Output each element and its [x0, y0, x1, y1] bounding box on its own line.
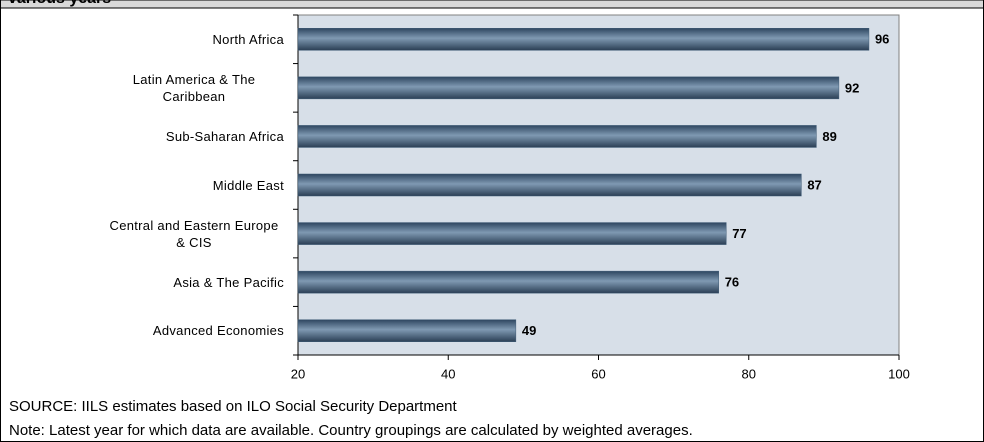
x-tick-label: 40	[441, 366, 455, 381]
category-label-box: Middle East	[64, 165, 284, 205]
y-tick-label: Middle East	[212, 177, 284, 193]
value-label: 96	[875, 32, 889, 47]
bar	[297, 319, 517, 342]
y-tick-label: North Africa	[212, 31, 284, 47]
bar	[297, 125, 817, 148]
value-label: 89	[822, 129, 836, 144]
note: Note: Latest year for which data are ava…	[9, 422, 693, 439]
value-label: 76	[725, 275, 739, 290]
value-label: 92	[845, 80, 859, 95]
source: SOURCE: IILS estimates based on ILO Soci…	[9, 398, 457, 415]
bar	[297, 222, 727, 245]
bar	[297, 28, 870, 51]
value-label: 49	[522, 323, 536, 338]
bar	[297, 76, 840, 100]
category-label-box: North Africa	[64, 19, 284, 59]
header-band	[0, 0, 984, 9]
bar	[297, 270, 719, 294]
category-label-box: Asia & The Pacific	[64, 262, 284, 302]
y-tick-label: Latin America & The Caribbean	[132, 71, 256, 104]
category-label-box: Central and Eastern Europe & CIS	[64, 214, 284, 254]
category-label-box: Sub-Saharan Africa	[64, 116, 284, 156]
category-label-box: Advanced Economies	[64, 311, 284, 351]
x-tick-label: 60	[591, 366, 605, 381]
bar	[297, 173, 802, 197]
x-tick-label: 100	[888, 366, 910, 381]
x-tick-label: 20	[291, 366, 305, 381]
y-tick-label: Central and Eastern Europe & CIS	[109, 217, 279, 250]
value-label: 77	[732, 226, 746, 241]
value-label: 87	[807, 177, 821, 192]
category-label-box: Latin America & The Caribbean	[64, 68, 284, 108]
y-tick-label: Sub-Saharan Africa	[165, 128, 284, 144]
y-tick-label: Asia & The Pacific	[173, 274, 284, 290]
chart-title: various years	[8, 0, 111, 8]
x-tick-label: 80	[742, 366, 756, 381]
y-tick-label: Advanced Economies	[152, 323, 284, 339]
